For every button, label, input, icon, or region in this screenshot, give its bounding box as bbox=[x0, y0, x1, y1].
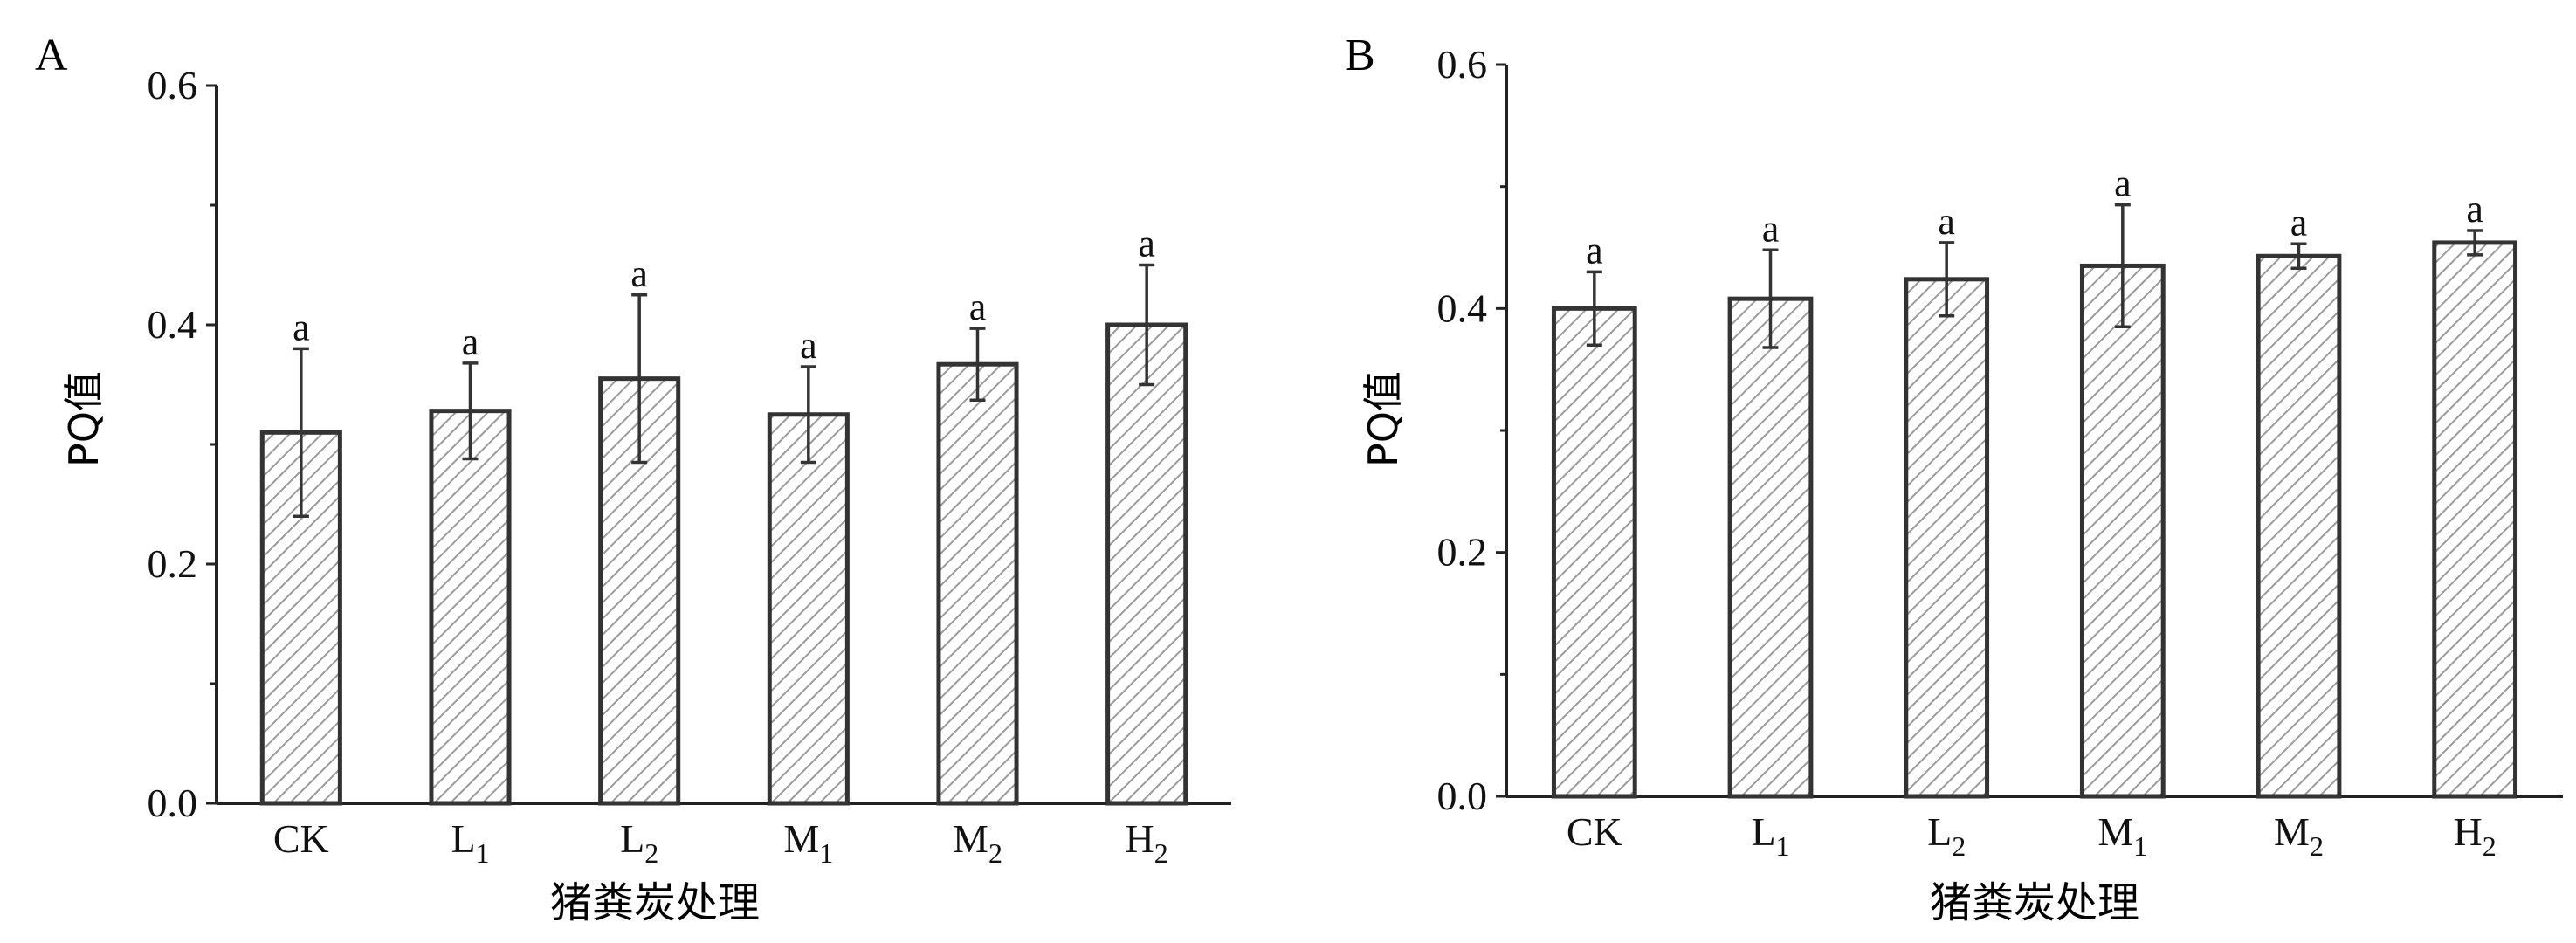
panel-b-x-tick-label: CK bbox=[1567, 809, 1622, 854]
panel-a-label: A bbox=[35, 31, 68, 80]
panel-b-y-axis: 0.0 0.2 0.4 0.6 bbox=[1437, 42, 1508, 818]
panel-a-bar bbox=[936, 361, 1019, 806]
panel-b-bar bbox=[1551, 306, 1637, 799]
panel-b-bar bbox=[2079, 263, 2166, 799]
panel-b-x-tick-label: M1 bbox=[2097, 809, 2147, 862]
panel-b-significance-label: a bbox=[2466, 188, 2483, 231]
panel-a-x-tick-label: L1 bbox=[451, 816, 489, 869]
panel-a-x-tick-label: L2 bbox=[620, 816, 658, 869]
panel-b-bar bbox=[1727, 296, 1814, 799]
panel-b-x-tick-label: H2 bbox=[2454, 809, 2497, 862]
panel-b-y-tick-label: 0.0 bbox=[1437, 774, 1488, 818]
panel-b-x-tick-label: L2 bbox=[1927, 809, 1966, 862]
panel-a-bar bbox=[429, 409, 512, 806]
panel-a-bars: a a a a a a bbox=[259, 223, 1188, 806]
panel-b: B PQ值 猪粪炭处理 0.00.20.40.6 CK L1 L2 M1 M2 H2 aa… bbox=[1345, 31, 2563, 927]
panel-b-significance-label: a bbox=[1762, 207, 1780, 250]
panel-b-bar bbox=[2432, 240, 2518, 799]
panel-a-y-tick-label: 0.2 bbox=[148, 541, 198, 586]
panel-b-significance-label: a bbox=[1586, 229, 1603, 272]
panel-a-significance-label: a bbox=[462, 320, 479, 363]
panel-a-bar bbox=[1105, 322, 1188, 806]
panel-b-bars: a a a a a a bbox=[1551, 162, 2518, 799]
panel-a-x-tick-label: CK bbox=[273, 816, 329, 861]
panel-b-x-axis: CK L1 L2 M1 M2 H2 bbox=[1506, 795, 2563, 862]
panel-b-x-tick-label: L1 bbox=[1751, 809, 1789, 862]
panel-a-significance-label: a bbox=[1138, 223, 1155, 265]
panel-a-x-tick-label: H2 bbox=[1126, 816, 1168, 869]
panel-a-xlabel: 猪粪炭处理 bbox=[550, 878, 760, 927]
panel-b-bar bbox=[2256, 253, 2342, 799]
panel-a-significance-label: a bbox=[969, 286, 987, 328]
panel-b-ylabel: PQ值 bbox=[1360, 371, 1407, 467]
panel-b-significance-label: a bbox=[2114, 162, 2132, 205]
panel-a-significance-label: a bbox=[800, 324, 817, 367]
panel-a-x-tick-label: M1 bbox=[783, 816, 833, 869]
panel-a-x-axis: CK L1 L2 M1 M2 H2 bbox=[217, 802, 1231, 869]
panel-a-y-tick-label: 0.4 bbox=[148, 302, 198, 347]
panel-a-x-tick-label: M2 bbox=[953, 816, 1002, 869]
panel-b-significance-label: a bbox=[2290, 201, 2308, 244]
panel-b-significance-label: a bbox=[1938, 200, 1955, 243]
panel-a-bar bbox=[767, 412, 850, 806]
panel-a-significance-label: a bbox=[293, 306, 310, 348]
panel-a-y-tick-label: 0.0 bbox=[148, 781, 198, 825]
panel-b-xlabel: 猪粪炭处理 bbox=[1930, 878, 2139, 927]
panel-a-y-tick-label: 0.6 bbox=[148, 63, 198, 107]
panel-a-ylabel: PQ值 bbox=[60, 371, 107, 467]
panel-b-y-tick-label: 0.4 bbox=[1437, 286, 1488, 330]
panel-b-y-tick-label: 0.6 bbox=[1437, 42, 1488, 86]
panel-a-significance-label: a bbox=[630, 252, 648, 295]
panel-b-y-tick-label: 0.2 bbox=[1437, 530, 1488, 575]
panel-b-bar bbox=[1904, 277, 1990, 799]
panel-b-label: B bbox=[1345, 31, 1375, 80]
panel-a-y-axis: 0.0 0.2 0.4 0.6 bbox=[148, 63, 218, 825]
panel-b-x-tick-label: M2 bbox=[2274, 809, 2324, 862]
